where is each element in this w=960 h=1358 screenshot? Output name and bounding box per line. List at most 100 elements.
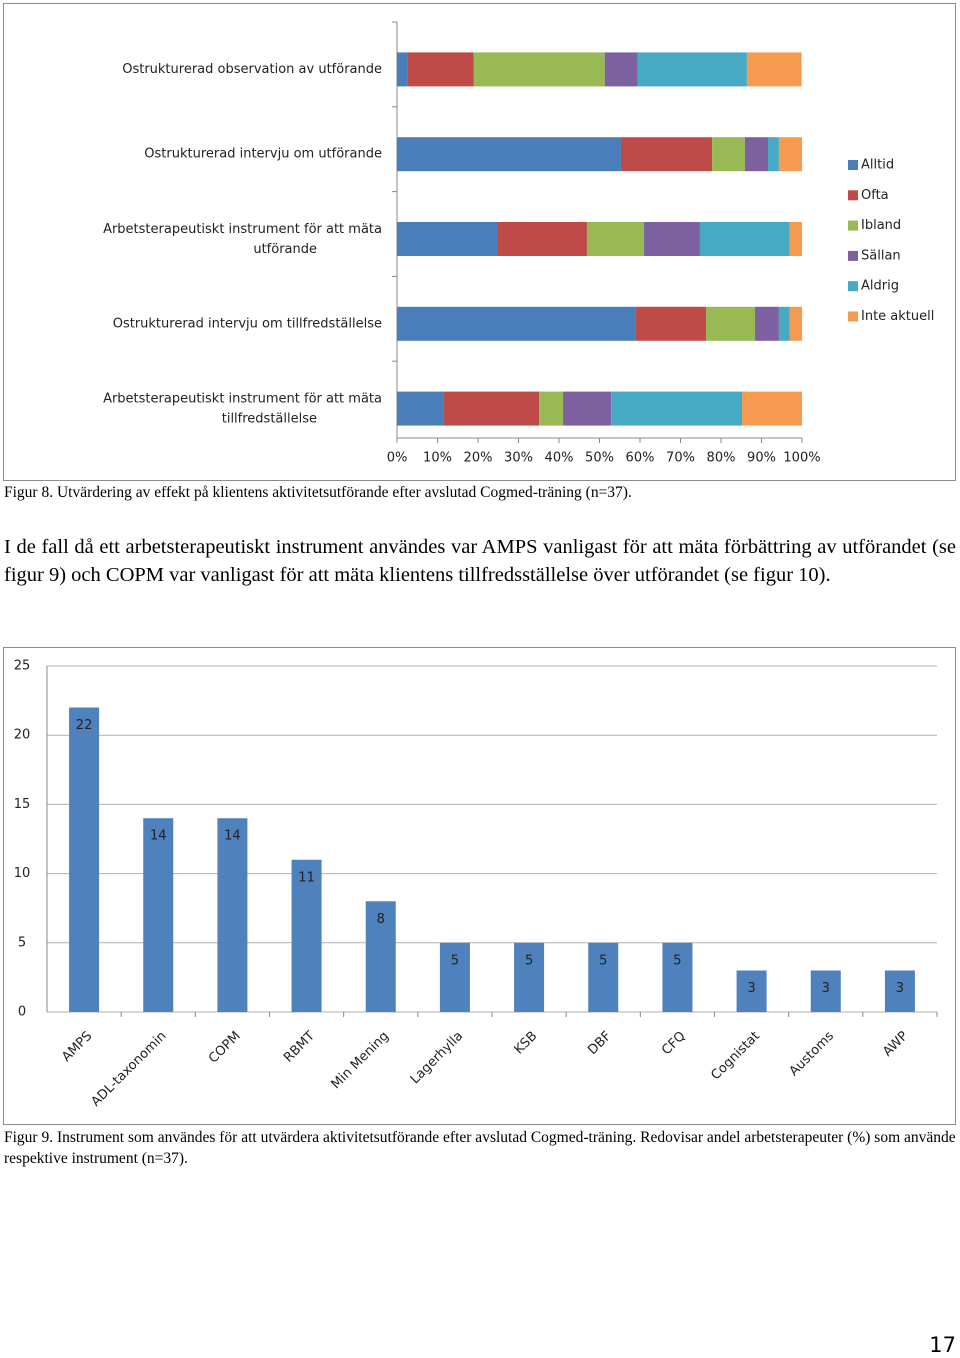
bar-segment <box>443 391 540 426</box>
figure-caption: Figur 9. Instrument som användes för att… <box>4 1129 956 1167</box>
x-tick-label: DBF <box>585 1029 614 1058</box>
y-tick-label: 25 <box>14 659 31 674</box>
page-number: 17 <box>929 1333 956 1357</box>
figure-caption: Figur 8. Utvärdering av effekt på klient… <box>4 484 632 501</box>
data-label: 14 <box>150 829 167 844</box>
bar-segment <box>397 306 636 341</box>
data-label: 5 <box>599 953 607 968</box>
y-tick-label: 15 <box>14 797 31 812</box>
data-label: 22 <box>76 718 93 733</box>
legend-label: Alltid <box>861 158 894 173</box>
bar-segment <box>746 52 802 87</box>
x-tick-label: KSB <box>512 1029 541 1058</box>
bar-segment <box>539 391 564 426</box>
bar-segment <box>637 52 747 87</box>
category-label: Arbetsterapeutiskt instrument för att mä… <box>103 222 382 257</box>
legend-swatch <box>848 220 858 231</box>
data-label: 5 <box>673 953 681 968</box>
data-label: 5 <box>525 953 533 968</box>
bar-segment <box>497 222 587 256</box>
bar-segment <box>620 137 713 172</box>
y-tick-label: 10 <box>14 866 31 881</box>
x-tick-label: Min Mening <box>329 1029 392 1092</box>
y-tick-label: 0 <box>18 1005 26 1020</box>
bar <box>439 942 470 1012</box>
bar-segment <box>712 137 745 172</box>
data-label: 8 <box>377 912 385 927</box>
x-tick-label: ADL-taxonomin <box>88 1029 169 1110</box>
paragraph: I de fall då ett arbetsterapeutiskt inst… <box>4 536 956 586</box>
x-tick-label: 0% <box>387 451 408 466</box>
bar-segment <box>755 306 779 341</box>
x-tick-label: RBMT <box>281 1029 318 1066</box>
x-tick-label: Austoms <box>787 1029 838 1080</box>
x-tick-label: 20% <box>464 451 493 466</box>
category-label: Ostrukturerad intervju om utförande <box>144 147 382 162</box>
bar-segment <box>699 222 790 256</box>
bar-segment <box>706 306 756 341</box>
x-tick-label: 90% <box>747 451 776 466</box>
data-label: 3 <box>747 981 755 996</box>
stacked-bar-chart: 0% 10% 20% 30% 40% 50% 60% 70% 80% 90% 100% Ostrukt… <box>3 3 956 481</box>
y-tick-label: 20 <box>14 728 31 743</box>
legend-label: Sällan <box>861 248 901 263</box>
legend-swatch <box>848 190 858 201</box>
x-tick-label: COPM <box>206 1029 244 1067</box>
x-tick-label: 80% <box>707 451 736 466</box>
x-tick-label: 100% <box>783 451 820 466</box>
bar <box>69 707 100 1012</box>
bar <box>736 970 767 1012</box>
bar-segment <box>644 222 700 256</box>
x-tick-label: AWP <box>880 1029 911 1060</box>
x-tick-label: Lagerhylla <box>408 1029 466 1087</box>
x-tick-label: Cognistat <box>708 1029 763 1084</box>
data-label: 3 <box>896 981 904 996</box>
x-tick-label: 50% <box>585 451 614 466</box>
bar-segment <box>473 52 605 87</box>
x-tick-label: 60% <box>626 451 655 466</box>
bar-segment <box>789 222 802 256</box>
bar-segment <box>397 52 408 87</box>
category-label: Arbetsterapeutiskt instrument för att mä… <box>103 391 382 426</box>
bar-segment <box>611 391 743 426</box>
bar-segment <box>586 222 645 256</box>
legend-swatch <box>848 311 858 322</box>
legend-label: Ibland <box>861 218 901 233</box>
x-tick-label: 40% <box>545 451 574 466</box>
x-tick-label: 30% <box>504 451 533 466</box>
bar <box>217 818 248 1012</box>
bar <box>810 970 841 1012</box>
data-label: 11 <box>298 870 315 885</box>
bar-segment <box>397 222 498 256</box>
bar-segment <box>789 306 802 341</box>
bar <box>291 859 322 1012</box>
legend-swatch <box>848 281 858 292</box>
bar <box>588 942 619 1012</box>
y-tick-label: 5 <box>18 935 26 950</box>
bar <box>365 901 396 1012</box>
bar-segment <box>604 52 638 87</box>
data-label: 14 <box>224 829 241 844</box>
bar <box>143 818 174 1012</box>
data-label: 3 <box>822 981 830 996</box>
bar-segment <box>742 391 802 426</box>
x-tick-label: 10% <box>423 451 452 466</box>
bar-segment <box>767 137 779 172</box>
bar-chart: 0 5 10 15 20 25 22 AMPS 14 ADL-taxonomin 14 COPM 11 R… <box>3 647 956 1125</box>
bar <box>884 970 915 1012</box>
bar-segment <box>744 137 768 172</box>
x-tick-label: CFQ <box>659 1029 689 1059</box>
bar-segment <box>397 391 444 426</box>
bar-segment <box>407 52 474 87</box>
legend-swatch <box>848 250 858 261</box>
bar-segment <box>778 306 790 341</box>
bar-segment <box>563 391 612 426</box>
bar-segment <box>397 137 621 172</box>
bar-segment <box>635 306 707 341</box>
legend-label: Aldrig <box>861 279 899 294</box>
x-tick-label: AMPS <box>59 1029 95 1065</box>
legend-swatch <box>848 160 858 170</box>
legend-label: Inte aktuell <box>861 309 934 324</box>
bar <box>662 942 693 1012</box>
